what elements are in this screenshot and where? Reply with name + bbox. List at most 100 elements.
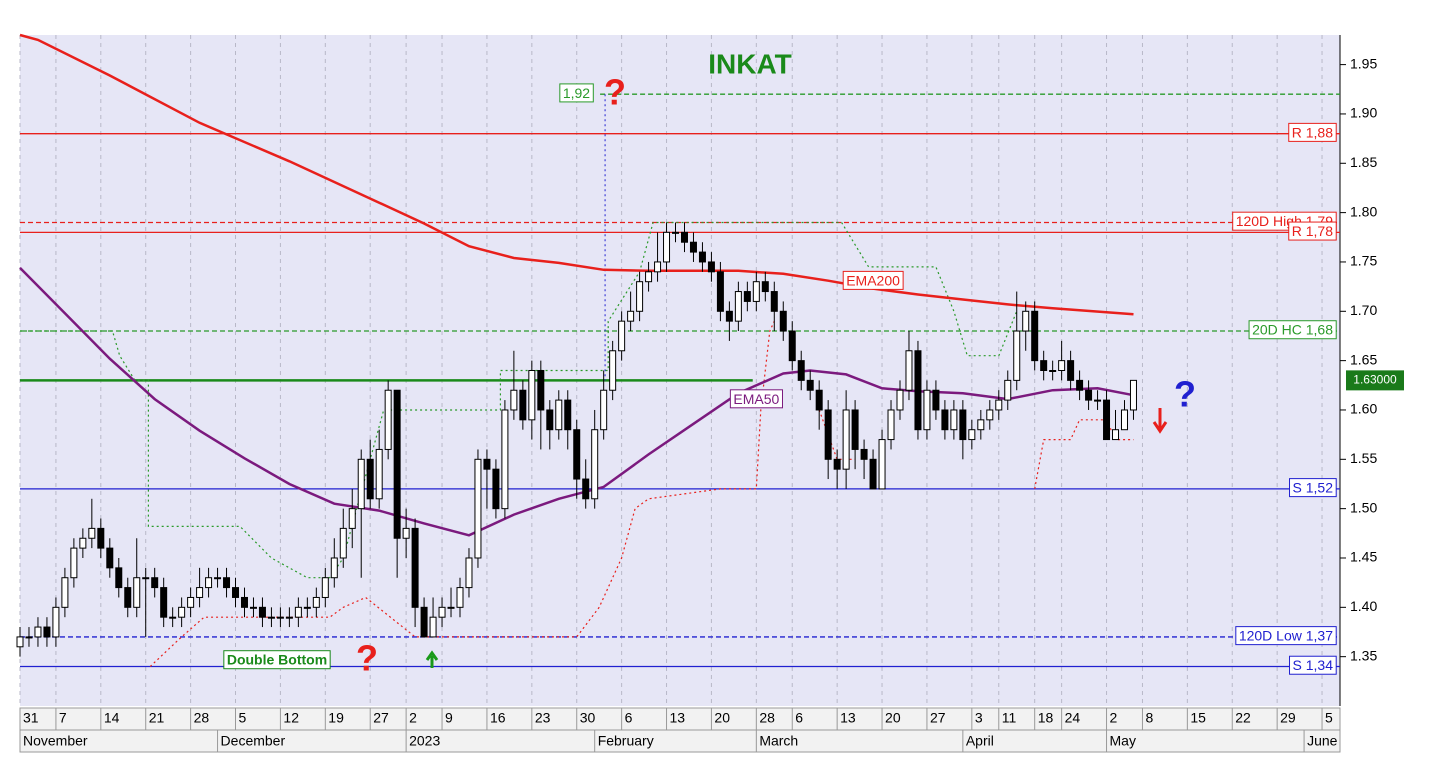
level-label-box [1235,626,1337,646]
month-label: November [23,733,88,749]
candle-body [285,616,293,619]
down-arrow [1152,408,1168,434]
x-tick-label: 20 [885,710,901,726]
candle-body [725,310,733,322]
x-tick-label: 18 [1038,710,1054,726]
candle-body [932,389,940,411]
candle-body [25,636,33,639]
price-tag [1346,370,1404,391]
candle-body [555,399,563,431]
level-label-box [223,650,331,670]
candle-body [357,458,365,510]
x-tick-label: 3 [975,710,983,726]
candle-body [860,448,868,460]
candle-body [447,606,455,609]
candle-body [474,458,482,559]
candle-body [115,567,123,589]
x-tick-label: 19 [328,710,344,726]
x-tick-label: 16 [490,710,506,726]
candle-body [797,360,805,381]
y-tick-label: 1.65 [1350,351,1377,367]
candle-body [160,587,168,618]
candle-body [564,399,572,431]
candle-body [770,291,778,312]
candle-body [968,429,976,441]
level-label: R 1,78 [1292,223,1333,239]
candle-body [1040,360,1048,372]
candle-body [698,251,706,263]
x-tick-label: 6 [625,710,633,726]
question-mark: ? [604,72,626,113]
x-tick-label: 29 [1280,710,1296,726]
candle-body [384,389,392,450]
candle-body [438,606,446,618]
annotation: Double Bottom [227,652,327,668]
candle-body [600,389,608,431]
month-label: June [1307,733,1338,749]
candle-body [645,271,653,283]
candle-body [761,281,769,293]
candle-body [806,379,814,391]
month-label: March [759,733,798,749]
price-tag-label: 1.63000 [1353,373,1397,387]
candle-body [627,310,635,322]
x-tick-label: 2 [409,710,417,726]
x-tick-label: 24 [1065,710,1081,726]
candle-body [348,508,356,529]
question-mark: ? [356,638,378,679]
candle-body [654,261,662,273]
candle-body [1120,409,1128,431]
labels-layer: 1.35 1.40 1.45 1.50 1.55 1.60 1.65 1.70 1.75 1.80… [23,55,1404,749]
candle-body [977,419,985,431]
candle-body [528,370,536,421]
candle-body [995,399,1003,411]
candle-body [1094,399,1102,402]
candle-body [1022,310,1030,332]
candle-body [986,409,994,421]
candle-body [70,547,78,579]
candle-body [1112,429,1120,441]
level-label-box [1289,655,1337,675]
candle-body [483,458,491,470]
candle-body [752,281,760,302]
x-tick-label: 14 [104,710,120,726]
y-tick-label: 1.55 [1350,450,1377,466]
level-label: R 1,88 [1292,124,1333,140]
candle-body [887,409,895,441]
candle-body [923,389,931,431]
chart-title: INKAT [708,48,791,79]
candle-body [788,330,796,362]
series-label: EMA200 [846,272,900,288]
x-tick-label: 15 [1190,710,1206,726]
x-tick-label: 8 [1145,710,1153,726]
x-tick-label: 9 [445,710,453,726]
candle-body [142,577,150,580]
y-tick-label: 1.70 [1350,302,1377,318]
level-label: 1,92 [563,85,590,101]
candle-body [672,231,680,234]
candle-body [43,626,51,638]
candle-body [905,350,913,391]
candle-body [707,261,715,273]
candle-body [492,468,500,510]
y-tick-label: 1.60 [1350,401,1377,417]
level-label: S 1,34 [1293,657,1334,673]
channel-line [20,221,1018,579]
candle-body [680,231,688,243]
candle-body [151,577,159,589]
candle-body [501,409,509,510]
x-tick-label: 5 [239,710,247,726]
candle-body [618,320,626,352]
candle-body [591,429,599,500]
x-tick-label: 13 [670,710,686,726]
candle-body [1067,360,1075,381]
candle-body [106,547,114,569]
candle-body [546,409,554,431]
y-tick-label: 1.90 [1350,105,1377,121]
candle-body [339,527,347,559]
candle-body [34,626,42,638]
x-tick-label: 6 [795,710,803,726]
candle-body [375,448,383,500]
y-tick-label: 1.50 [1350,499,1377,515]
